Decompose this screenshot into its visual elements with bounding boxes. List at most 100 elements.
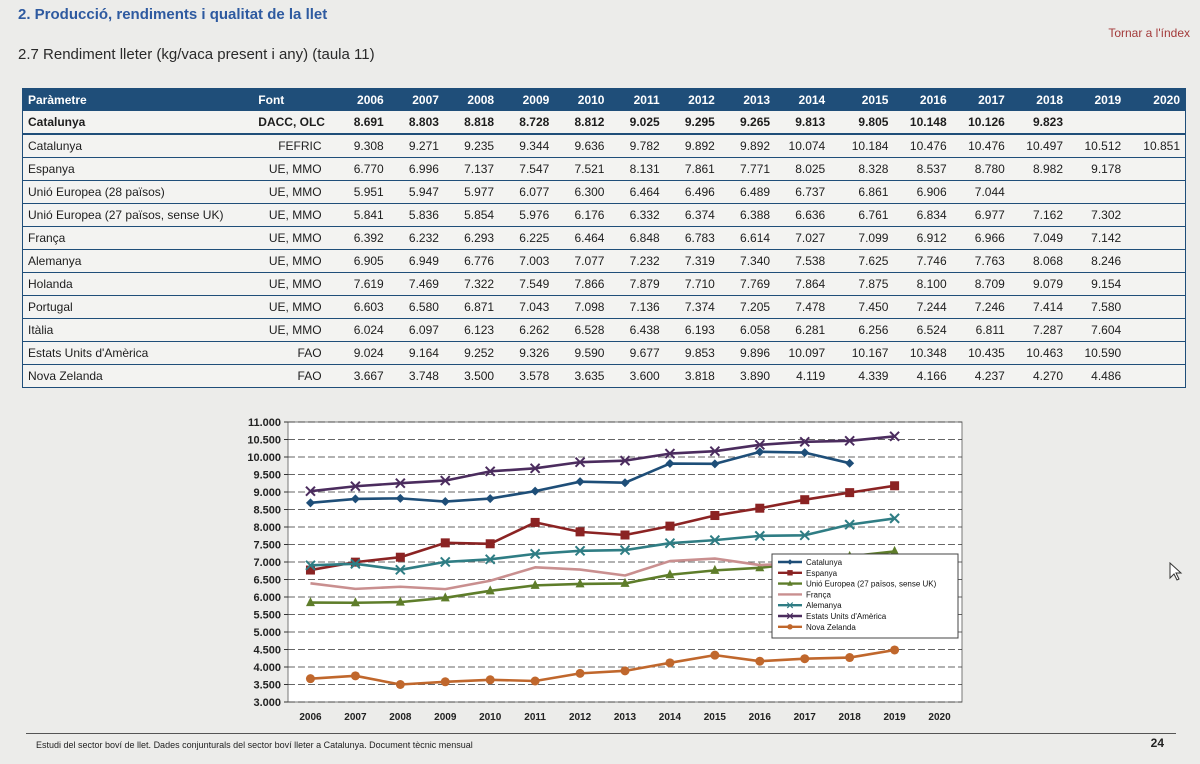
- data-point: [786, 612, 794, 620]
- value-cell: 10.167: [830, 341, 894, 365]
- value-cell: 7.521: [554, 157, 610, 181]
- y-tick-label: 7.500: [253, 540, 281, 552]
- data-point: [754, 530, 766, 542]
- value-cell: 6.097: [388, 318, 444, 342]
- row-source-cell: FEFRIC: [253, 134, 334, 158]
- x-tick-label: 2007: [344, 712, 367, 723]
- back-to-index-link[interactable]: Tornar a l'índex: [1108, 26, 1190, 40]
- value-cell: 7.710: [664, 272, 720, 296]
- row-parameter-cell: Unió Europea (27 països, sense UK): [22, 203, 254, 227]
- value-cell: 8.982: [1009, 157, 1068, 181]
- value-cell: 7.077: [554, 249, 610, 273]
- data-point: [529, 463, 541, 474]
- value-cell: 6.524: [893, 318, 952, 342]
- value-cell: 9.892: [664, 134, 720, 158]
- value-cell: 7.771: [719, 157, 776, 181]
- value-cell: 7.374: [664, 295, 720, 319]
- value-cell: 6.977: [951, 203, 1010, 227]
- value-cell: 7.044: [951, 180, 1010, 204]
- data-point: [665, 521, 675, 531]
- value-cell: [1126, 157, 1186, 181]
- footer-caption: Estudi del sector boví de llet. Dades co…: [36, 740, 473, 750]
- value-cell: 3.500: [443, 364, 500, 388]
- value-cell: [1126, 226, 1186, 250]
- x-tick-label: 2013: [614, 712, 637, 723]
- data-point: [786, 602, 794, 609]
- y-tick-label: 10.000: [247, 452, 281, 464]
- value-cell: 6.603: [333, 295, 389, 319]
- page-number: 24: [1150, 736, 1164, 750]
- value-cell: 10.148: [893, 111, 952, 135]
- series-line: [310, 517, 895, 572]
- value-cell: 4.119: [775, 364, 831, 388]
- value-cell: 9.235: [443, 134, 500, 158]
- milk-yield-chart: 3.000 3.500 4.000 4.500 5.000 5.500 6.000 6.500…: [222, 412, 978, 732]
- footer-divider: [26, 733, 1176, 734]
- value-cell: 7.246: [951, 295, 1010, 319]
- value-cell: [1126, 318, 1186, 342]
- value-cell: 7.580: [1068, 295, 1127, 319]
- data-point: [485, 675, 495, 685]
- row-parameter-cell: Unió Europea (28 països): [22, 180, 254, 204]
- value-cell: 9.782: [609, 134, 665, 158]
- value-cell: 9.252: [443, 341, 500, 365]
- column-header-year: 2008: [443, 88, 500, 111]
- row-parameter-cell: Itàlia: [22, 318, 254, 342]
- value-cell: 6.123: [443, 318, 500, 342]
- x-tick-label: 2018: [839, 712, 862, 723]
- data-point: [305, 560, 316, 571]
- data-point: [395, 552, 405, 562]
- data-point: [575, 578, 585, 588]
- y-tick-label: 8.500: [253, 505, 281, 517]
- value-cell: 8.100: [893, 272, 952, 296]
- data-point: [710, 564, 720, 574]
- value-cell: 10.126: [951, 111, 1010, 135]
- row-parameter-cell: Catalunya: [22, 134, 254, 158]
- y-tick-label: 5.000: [253, 627, 281, 639]
- column-header-parameter: Paràmetre: [22, 88, 254, 111]
- value-cell: 9.154: [1068, 272, 1127, 296]
- row-source-cell: UE, MMO: [253, 249, 334, 273]
- value-cell: 6.912: [893, 226, 952, 250]
- value-cell: 7.340: [719, 249, 776, 273]
- value-cell: [1126, 295, 1186, 319]
- table-header-row: Paràmetre Font 2006 2007 2008 2009 2010 2011 201…: [22, 88, 1186, 111]
- value-cell: 7.450: [830, 295, 894, 319]
- data-point: [350, 597, 360, 607]
- y-tick-label: 4.500: [253, 645, 281, 657]
- value-cell: 6.848: [609, 226, 665, 250]
- value-cell: [1126, 272, 1186, 296]
- x-tick-label: 2012: [569, 712, 592, 723]
- x-tick-label: 2015: [704, 712, 727, 723]
- value-cell: [1068, 180, 1127, 204]
- row-parameter-cell: Holanda: [22, 272, 254, 296]
- series-line: [310, 484, 895, 572]
- value-cell: 10.851: [1126, 134, 1186, 158]
- column-header-year: 2013: [719, 88, 776, 111]
- column-header-year: 2012: [664, 88, 720, 111]
- data-point: [529, 548, 541, 560]
- value-cell: 7.861: [664, 157, 720, 181]
- value-cell: 10.435: [951, 341, 1010, 365]
- data-point: [845, 653, 855, 663]
- value-cell: 7.478: [775, 295, 831, 319]
- data-point: [620, 530, 630, 540]
- value-cell: 7.142: [1068, 226, 1127, 250]
- value-cell: 4.486: [1068, 364, 1127, 388]
- legend-box: [771, 553, 959, 639]
- data-point: [485, 494, 495, 504]
- value-cell: 8.068: [1009, 249, 1068, 273]
- value-cell: 5.836: [388, 203, 444, 227]
- value-cell: 8.691: [333, 111, 389, 135]
- value-cell: 6.737: [775, 180, 831, 204]
- column-header-year: 2007: [388, 88, 444, 111]
- value-cell: 6.281: [775, 318, 831, 342]
- x-tick-label: 2006: [299, 712, 322, 723]
- value-cell: 8.537: [893, 157, 952, 181]
- data-point: [754, 439, 766, 451]
- value-cell: 6.966: [951, 226, 1010, 250]
- value-cell: 6.058: [719, 318, 776, 342]
- data-point: [620, 577, 630, 587]
- y-tick-label: 6.000: [253, 592, 281, 604]
- value-cell: 4.339: [830, 364, 894, 388]
